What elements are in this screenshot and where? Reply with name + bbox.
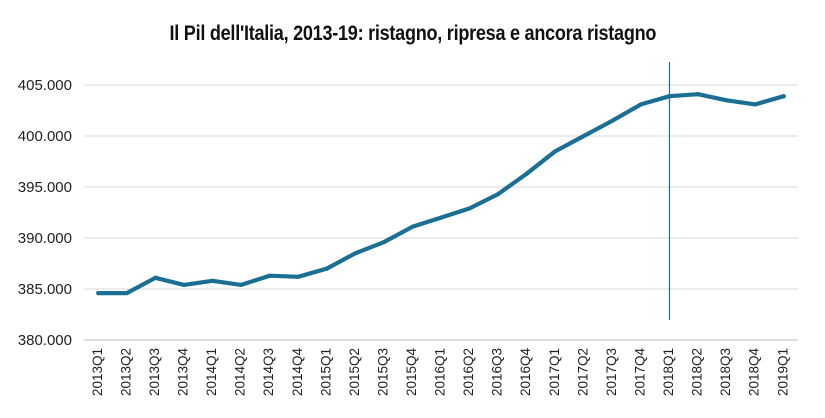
x-tick-label: 2016Q1 [433, 348, 448, 396]
x-tick-label: 2018Q3 [718, 348, 733, 396]
data-point [410, 224, 415, 229]
x-tick-label: 2016Q2 [461, 348, 476, 396]
chart-title: Il Pil dell'Italia, 2013-19: ristagno, r… [169, 22, 657, 45]
x-tick-label: 2017Q4 [632, 348, 647, 397]
data-point [96, 290, 101, 296]
series-group [96, 92, 786, 296]
data-point [324, 266, 329, 271]
data-point [781, 94, 786, 99]
y-tick-label: 390.000 [18, 230, 72, 247]
x-tick-label: 2015Q1 [318, 348, 333, 396]
x-tick-label: 2013Q2 [118, 348, 133, 396]
data-point [524, 171, 529, 176]
x-tick-label: 2014Q1 [204, 348, 219, 396]
x-tick-label: 2015Q3 [375, 348, 390, 396]
x-tick-label: 2016Q3 [490, 348, 505, 396]
y-tick-label: 385.000 [18, 281, 72, 298]
data-point [638, 102, 644, 107]
data-point [753, 102, 758, 107]
x-tick-label: 2014Q4 [290, 348, 305, 397]
x-tick-label: 2015Q4 [404, 348, 419, 397]
y-tick-label: 400.000 [18, 128, 72, 145]
data-point [438, 215, 444, 220]
data-point [296, 274, 301, 279]
x-tick-label: 2013Q3 [147, 348, 162, 396]
x-tick-label: 2014Q3 [261, 348, 276, 396]
data-point [238, 282, 244, 288]
data-point [553, 149, 558, 154]
x-tick-label: 2013Q1 [90, 348, 105, 396]
y-tick-label: 405.000 [18, 77, 72, 94]
data-point [381, 239, 386, 245]
data-point [210, 278, 215, 283]
data-point [267, 273, 272, 278]
data-point [496, 192, 501, 197]
data-point [181, 282, 187, 288]
y-axis: 380.000 385.000 390.000 395.000 400.000 405.0… [18, 77, 72, 349]
data-point [695, 92, 701, 97]
data-point [353, 251, 358, 256]
data-point [724, 98, 729, 103]
x-tick-label: 2017Q3 [604, 348, 619, 396]
y-tick-label: 395.000 [18, 179, 72, 196]
x-tick-label: 2016Q4 [518, 348, 533, 397]
x-tick-label: 2013Q4 [176, 348, 191, 397]
x-tick-label: 2017Q1 [547, 348, 562, 396]
x-tick-label: 2015Q2 [347, 348, 362, 396]
x-tick-label: 2014Q2 [233, 348, 248, 396]
data-point [610, 118, 615, 123]
x-tick-label: 2017Q2 [575, 348, 590, 396]
x-tick-label: 2018Q4 [747, 348, 762, 397]
x-tick-label: 2018Q1 [661, 348, 676, 396]
series-line [96, 92, 786, 296]
x-tick-label: 2018Q2 [690, 348, 705, 396]
data-point [667, 94, 672, 99]
data-point [153, 275, 158, 280]
x-axis: 2013Q1 2013Q2 2013Q3 2013Q4 2014Q1 2014Q2 2014… [84, 339, 798, 397]
y-tick-label: 380.000 [18, 332, 72, 349]
x-tick-label: 2019Q1 [775, 348, 790, 396]
data-point [467, 206, 472, 211]
gridlines [84, 84, 798, 341]
data-point [124, 290, 129, 296]
data-point [581, 133, 586, 139]
